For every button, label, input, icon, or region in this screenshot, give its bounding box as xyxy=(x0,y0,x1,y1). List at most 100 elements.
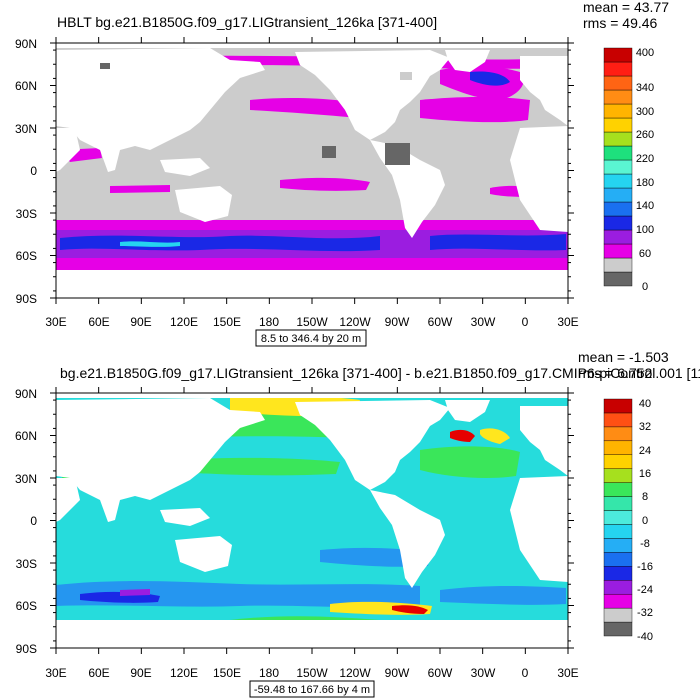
colorbar-label: 400 xyxy=(636,47,654,59)
colorbar-label: -32 xyxy=(637,607,653,619)
colorbar-swatch xyxy=(603,201,633,217)
panel-top-mean: mean = 43.77 xyxy=(583,0,669,15)
lon-label: 30E xyxy=(45,666,66,680)
lat-label: 90N xyxy=(15,387,37,401)
lat-label: 0 xyxy=(30,164,37,178)
colorbar-swatch xyxy=(603,440,633,455)
lon-label: 30W xyxy=(471,666,496,680)
lat-label: 30N xyxy=(15,122,37,136)
colorbar-label: 220 xyxy=(636,153,654,165)
lon-label: 30E xyxy=(557,666,578,680)
colorbar-swatch xyxy=(603,187,633,203)
colorbar-label: 0 xyxy=(642,515,648,527)
north-atlantic-blue xyxy=(470,71,510,86)
lon-label: 60W xyxy=(428,315,453,329)
colorbar-swatch xyxy=(603,510,633,525)
lat-label: 0 xyxy=(30,514,37,528)
lat-label: 30S xyxy=(16,207,37,221)
colorbar-label: 40 xyxy=(639,398,651,410)
lon-labels-bottom: 30E 60E 90E 120E 150E 180 150W 120W 90W … xyxy=(45,666,578,680)
colorbar-label: 180 xyxy=(636,177,654,189)
lon-label: 180 xyxy=(259,666,279,680)
colorbar-swatch xyxy=(603,482,633,497)
colorbar-swatch xyxy=(603,89,633,105)
range-box-bottom xyxy=(249,680,375,698)
lat-label: 60N xyxy=(15,429,37,443)
patch-yellow-natl xyxy=(480,428,510,444)
lat-label: 60S xyxy=(16,599,37,613)
colorbar-label: -8 xyxy=(640,538,650,550)
lon-label: 0 xyxy=(522,666,529,680)
colorbar-label: 340 xyxy=(636,82,654,94)
colorbar-label: 260 xyxy=(636,129,654,141)
colorbar-swatch xyxy=(603,243,633,259)
colorbar-swatch xyxy=(603,524,633,539)
lon-label: 90W xyxy=(385,666,410,680)
lon-label: 150W xyxy=(296,315,328,329)
range-label-bottom: -59.48 to 167.66 by 4 m xyxy=(254,684,370,696)
gray-patch-1 xyxy=(400,72,412,80)
lon-label: 120W xyxy=(339,666,371,680)
lon-label: 150E xyxy=(213,666,241,680)
patch-blue-so-atl xyxy=(440,586,566,605)
lat-label: 90S xyxy=(16,292,37,306)
patch-purple-so xyxy=(120,589,150,596)
southern-ocean-blue-atl xyxy=(430,234,566,251)
colorbar-swatch xyxy=(603,552,633,567)
colorbar-swatch xyxy=(603,454,633,469)
panel-top: HBLT bg.e21.B1850G.f09_g17.LIGtransient_… xyxy=(15,0,669,347)
lon-label: 30E xyxy=(45,315,66,329)
colorbar-label: 300 xyxy=(636,106,654,118)
map-top xyxy=(56,43,568,298)
lon-label: 120E xyxy=(170,315,198,329)
colorbar-label: 32 xyxy=(639,421,651,433)
lon-label: 30W xyxy=(471,315,496,329)
lon-label: 120W xyxy=(339,315,371,329)
patch-green-tropics xyxy=(180,457,340,476)
colorbar-label: 100 xyxy=(636,224,654,236)
lon-label: 150W xyxy=(296,666,328,680)
lon-label: 60E xyxy=(88,315,109,329)
panel-top-title: HBLT bg.e21.B1850G.f09_g17.LIGtransient_… xyxy=(57,14,437,30)
colorbar-swatch xyxy=(603,271,633,287)
panel-bottom-mean: mean = -1.503 xyxy=(578,349,669,365)
colorbar-swatch xyxy=(603,496,633,511)
colorbar-swatch xyxy=(603,75,633,91)
map-bottom-ticks xyxy=(50,387,574,654)
colorbar-label: 8 xyxy=(642,491,648,503)
colorbar-label: 16 xyxy=(639,468,651,480)
dark-patch-3 xyxy=(100,63,110,69)
colorbar-swatch xyxy=(603,103,633,119)
colorbar-top-labels: 400 340 300 260 220 180 140 100 60 0 xyxy=(636,47,654,293)
patch-red-labrador xyxy=(450,429,475,442)
range-box-top xyxy=(255,329,367,347)
colorbar-swatch xyxy=(603,426,633,442)
map-top-ticks xyxy=(50,37,574,304)
colorbar-bottom-labels: 40 32 24 16 8 0 -8 -16 -24 -32 -40 xyxy=(637,398,653,643)
dark-patch-1 xyxy=(385,143,410,165)
colorbar-swatch xyxy=(603,538,633,553)
panel-bottom-title: bg.e21.B1850G.f09_g17.LIGtransient_126ka… xyxy=(60,365,700,381)
lat-labels-top: 90N 60N 30N 0 30S 60S 90S xyxy=(15,37,37,306)
continents xyxy=(56,43,568,298)
lon-label: 150E xyxy=(213,315,241,329)
southern-ocean-blue xyxy=(60,235,380,252)
patch-south-pacific xyxy=(280,177,370,191)
lat-label: 60N xyxy=(15,79,37,93)
panel-top-rms: rms = 49.46 xyxy=(583,15,658,31)
southern-ocean-cyan xyxy=(120,241,180,247)
colorbar-label: -24 xyxy=(637,584,653,596)
colorbar-swatch xyxy=(603,229,633,245)
colorbar-label: -40 xyxy=(637,631,653,643)
colorbar-label: 0 xyxy=(642,281,648,293)
lon-label: 0 xyxy=(522,315,529,329)
colorbar-label: 60 xyxy=(639,248,651,260)
panel-bottom: bg.e21.B1850G.f09_g17.LIGtransient_126ka… xyxy=(15,349,700,698)
colorbar-top xyxy=(603,47,633,287)
colorbar-swatch xyxy=(603,173,633,189)
lon-label: 90E xyxy=(130,666,151,680)
lat-labels-bottom: 90N 60N 30N 0 30S 60S 90S xyxy=(15,387,37,656)
colorbar-swatch xyxy=(603,398,633,414)
colorbar-swatch xyxy=(603,593,633,609)
